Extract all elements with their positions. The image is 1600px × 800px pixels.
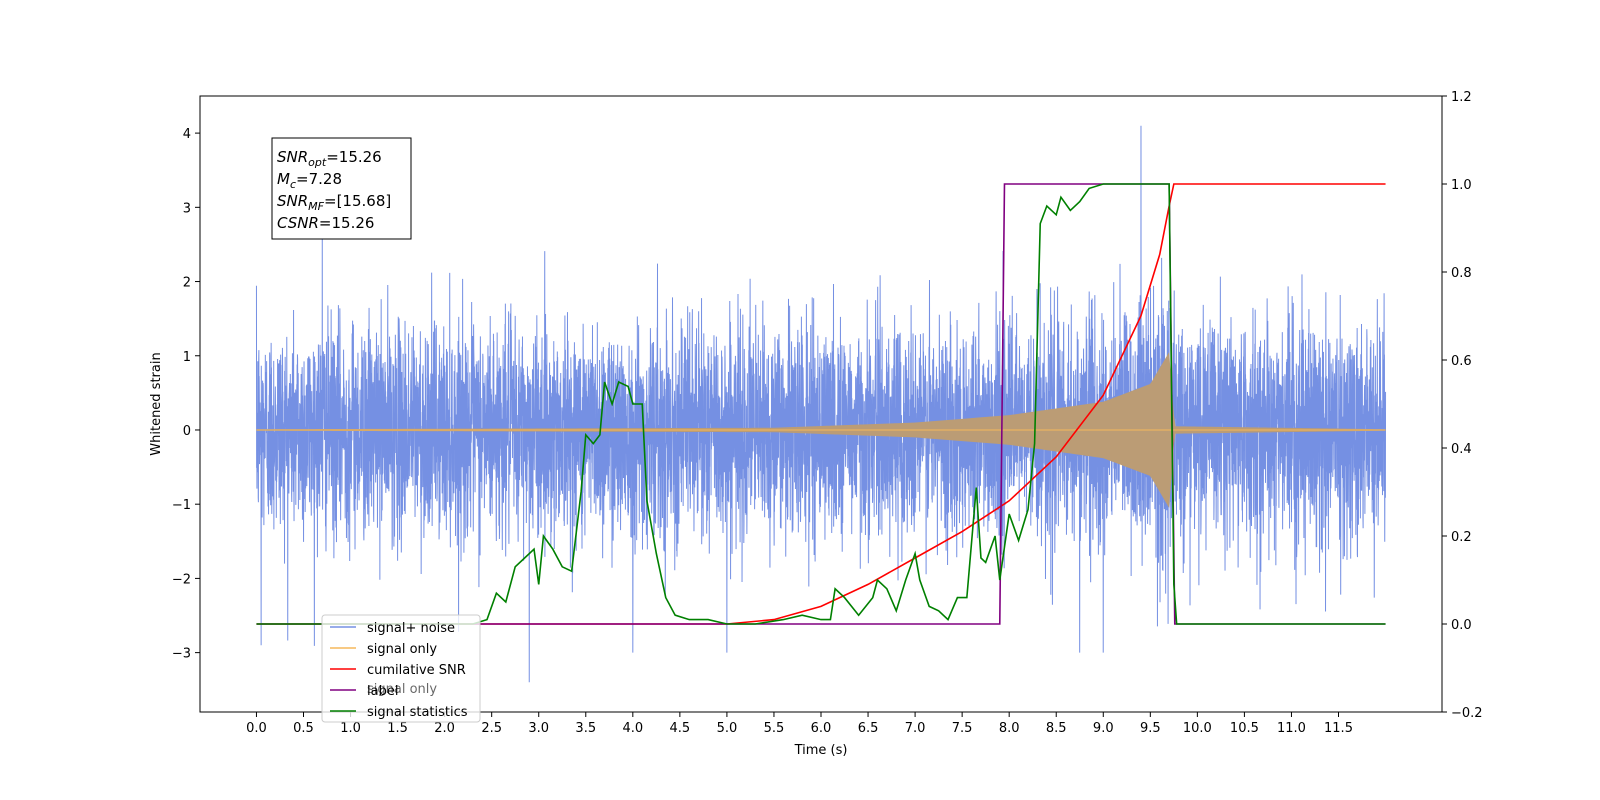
- x-tick-label: 7.5: [952, 721, 973, 736]
- legend-entry: signal only: [367, 642, 437, 657]
- cumilative-snr-line: [256, 183, 1386, 625]
- x-tick-label: 7.0: [905, 721, 926, 736]
- y-tick-label: −2: [172, 572, 191, 587]
- annotation-frame: [271, 137, 412, 240]
- x-tick-label: 5.5: [764, 721, 785, 736]
- x-axis-label: Time (s): [794, 743, 848, 758]
- y-axis-label: Whitened strain: [149, 352, 164, 455]
- annotation-line: SNRMF=[15.68]: [277, 192, 391, 213]
- x-tick-label: 9.5: [1140, 721, 1161, 736]
- legend-frame: [321, 614, 481, 723]
- y-tick-label: −3: [172, 647, 191, 662]
- x-tick-label: 4.0: [622, 721, 643, 736]
- x-tick-label: 2.5: [481, 721, 502, 736]
- y-tick-label: 1: [183, 350, 191, 365]
- y-axis-left: −3 −2 −1 0 1 2 3 4: [172, 127, 200, 662]
- x-tick-label: 6.5: [858, 721, 879, 736]
- x-tick-label: 5.0: [717, 721, 738, 736]
- y-right-tick-label: 1.2: [1451, 90, 1472, 105]
- x-tick-label: 1.0: [340, 721, 361, 736]
- x-tick-label: 3.0: [528, 721, 549, 736]
- right-axis-series: [256, 183, 1386, 625]
- x-tick-label: 11.0: [1277, 721, 1306, 736]
- x-tick-label: 0.5: [293, 721, 314, 736]
- y-right-tick-label: 1.0: [1451, 178, 1472, 193]
- legend: signal only signal+ noise signal only cumil…: [321, 614, 481, 723]
- annotation-line: CSNR=15.26: [277, 214, 374, 232]
- y-right-tick-label: 0.6: [1451, 354, 1472, 369]
- x-tick-label: 9.0: [1093, 721, 1114, 736]
- y-right-tick-label: −0.2: [1451, 706, 1483, 721]
- x-tick-label: 10.0: [1183, 721, 1212, 736]
- x-tick-label: 2.0: [434, 721, 455, 736]
- y-tick-label: 3: [183, 201, 191, 216]
- legend-entry: signal statistics: [367, 705, 468, 720]
- x-axis: 0.0 0.5 1.0 1.5 2.0 2.5 3.0 3.5 4.0 4.5 5.0 5.5 6.0 6…: [246, 712, 1353, 736]
- legend-ghost-label: signal only: [367, 682, 437, 697]
- y-right-tick-label: 0.0: [1451, 618, 1472, 633]
- annotation-line: SNRopt=15.26: [277, 148, 382, 169]
- x-tick-label: 11.5: [1324, 721, 1353, 736]
- annotation-line: Mc=7.28: [277, 170, 342, 191]
- x-tick-label: 4.5: [670, 721, 691, 736]
- stats-annotation-box: SNRopt=15.26Mc=7.28SNRMF=[15.68]CSNR=15.…: [271, 137, 412, 240]
- y-tick-label: 4: [183, 127, 191, 142]
- y-right-tick-label: 0.2: [1451, 530, 1472, 545]
- signal-statistics-line: [256, 183, 1386, 625]
- y-tick-label: 0: [183, 424, 191, 439]
- y-axis-right: −0.2 0.0 0.2 0.4 0.6 0.8 1.0 1.2: [1442, 90, 1483, 721]
- y-right-tick-label: 0.8: [1451, 266, 1472, 281]
- y-right-tick-label: 0.4: [1451, 442, 1472, 457]
- y-tick-label: 2: [183, 276, 191, 291]
- legend-entry: cumilative SNR: [367, 663, 466, 678]
- x-tick-label: 0.0: [246, 721, 267, 736]
- x-tick-label: 6.0: [811, 721, 832, 736]
- x-tick-label: 1.5: [387, 721, 408, 736]
- signal-noise-series: [255, 125, 1387, 683]
- signal-only-series: [256, 352, 1386, 508]
- x-tick-label: 8.5: [1046, 721, 1067, 736]
- x-tick-label: 10.5: [1230, 721, 1259, 736]
- legend-entry: signal+ noise: [367, 621, 455, 636]
- signal-noise-line: [255, 125, 1387, 683]
- x-tick-label: 3.5: [575, 721, 596, 736]
- x-tick-label: 8.0: [999, 721, 1020, 736]
- y-tick-label: −1: [172, 498, 191, 513]
- legend-entry: label: [367, 684, 398, 699]
